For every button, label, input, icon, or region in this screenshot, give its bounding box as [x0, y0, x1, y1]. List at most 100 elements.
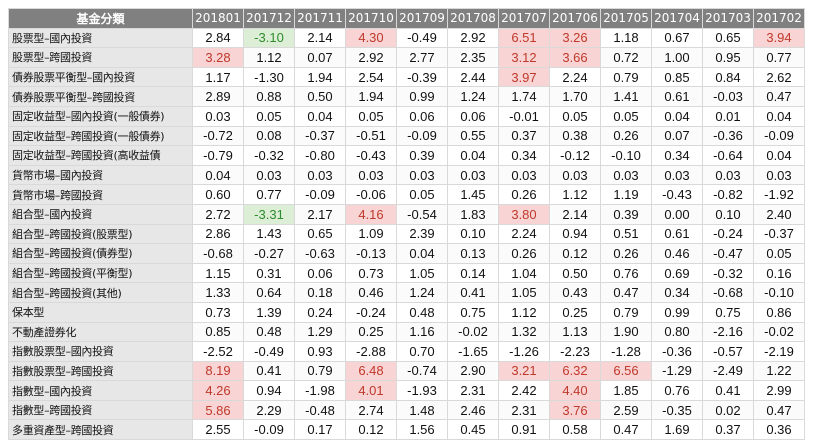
value-cell: 0.48: [396, 301, 448, 323]
table-row: 貨幣市場–國內投資 0.04 0.03 0.03 0.03 0.03 0.03 0.03 0.0…: [8, 164, 805, 186]
header-period-201801: 201801: [192, 8, 244, 29]
header-period-201705: 201705: [600, 8, 652, 29]
value-cell: 0.84: [702, 66, 754, 88]
value-cell: -0.35: [651, 399, 703, 421]
value-cell: -1.29: [651, 360, 703, 382]
value-cell: -0.27: [243, 243, 295, 264]
value-cell: 0.41: [702, 380, 754, 401]
value-cell: -0.47: [702, 243, 754, 264]
value-cell: 1.04: [498, 262, 550, 284]
value-cell: -0.49: [243, 341, 295, 362]
row-category: 貨幣市場–跨國投資: [8, 184, 193, 205]
value-cell: 0.94: [549, 223, 601, 245]
row-category: 固定收益型–國內投資(一般債券): [8, 105, 193, 127]
value-cell: 0.41: [447, 282, 499, 303]
value-cell: -0.68: [192, 243, 244, 264]
value-cell: 1.17: [192, 66, 244, 88]
table-row: 股票型–跨國投資 3.28 1.12 0.07 2.92 2.77 2.35 3.12 3.66…: [8, 47, 805, 68]
row-category: 組合型–跨國投資(股票型): [8, 223, 193, 245]
table-row: 組合型–國內投資 2.72 -3.31 2.17 4.16 -0.54 1.83 3.80 2.…: [8, 203, 805, 225]
value-cell: 4.16: [345, 203, 397, 225]
value-cell: -2.23: [549, 341, 601, 362]
value-cell: -2.16: [702, 321, 754, 343]
table-body: 股票型–國內投資 2.84 -3.10 2.14 4.30 -0.49 2.92 6.51 3.…: [8, 27, 805, 440]
value-cell: 2.74: [345, 399, 397, 421]
value-cell: 2.59: [600, 399, 652, 421]
value-cell: 1.16: [396, 321, 448, 343]
value-cell: 0.26: [600, 125, 652, 147]
value-cell: 0.01: [702, 105, 754, 127]
row-category: 固定收益型–跨國投資(一般債券): [8, 125, 193, 147]
value-cell: 1.12: [243, 47, 295, 68]
value-cell: -1.98: [294, 380, 346, 401]
value-cell: 0.25: [345, 321, 397, 343]
value-cell: -0.63: [294, 243, 346, 264]
value-cell: 0.61: [651, 223, 703, 245]
value-cell: 1.85: [600, 380, 652, 401]
header-period-201703: 201703: [702, 8, 754, 29]
value-cell: -2.88: [345, 341, 397, 362]
value-cell: -0.03: [702, 86, 754, 107]
value-cell: 1.24: [447, 86, 499, 107]
value-cell: 0.47: [600, 282, 652, 303]
table-row: 固定收益型–跨國投資(高收益債 -0.79 -0.32 -0.80 -0.43 0.39 0…: [8, 145, 805, 166]
row-category: 多重資產型–跨國投資: [8, 419, 193, 440]
value-cell: 0.06: [396, 105, 448, 127]
value-cell: -0.24: [345, 301, 397, 323]
value-cell: 0.55: [447, 125, 499, 147]
value-cell: 0.07: [294, 47, 346, 68]
row-category: 不動產證券化: [8, 321, 193, 343]
value-cell: -0.13: [345, 243, 397, 264]
value-cell: 0.61: [651, 86, 703, 107]
row-category: 組合型–跨國投資(其他): [8, 282, 193, 303]
table-row: 多重資產型–跨國投資 2.55 -0.09 0.17 0.12 1.56 0.45 0.91 0…: [8, 419, 805, 440]
value-cell: 0.04: [396, 243, 448, 264]
value-cell: 0.03: [549, 164, 601, 186]
value-cell: -0.57: [702, 341, 754, 362]
row-category: 固定收益型–跨國投資(高收益債: [8, 145, 193, 166]
value-cell: 1.29: [294, 321, 346, 343]
value-cell: 0.80: [651, 321, 703, 343]
value-cell: 0.24: [294, 301, 346, 323]
value-cell: 2.46: [447, 399, 499, 421]
value-cell: 2.86: [192, 223, 244, 245]
value-cell: 0.10: [702, 203, 754, 225]
header-period-201702: 201702: [753, 8, 805, 29]
header-period-201712: 201712: [243, 8, 295, 29]
value-cell: 0.04: [447, 145, 499, 166]
row-category: 指數型–跨國投資: [8, 399, 193, 421]
value-cell: 0.06: [447, 105, 499, 127]
value-cell: -0.37: [294, 125, 346, 147]
value-cell: 0.47: [753, 86, 805, 107]
table-row: 組合型–跨國投資(平衡型) 1.15 0.31 0.06 0.73 1.05 0.14 1.0…: [8, 262, 805, 284]
value-cell: 0.03: [753, 164, 805, 186]
value-cell: 2.24: [549, 66, 601, 88]
value-cell: 0.04: [753, 105, 805, 127]
value-cell: 2.99: [753, 380, 805, 401]
value-cell: 1.33: [192, 282, 244, 303]
value-cell: 0.03: [702, 164, 754, 186]
header-period-201708: 201708: [447, 8, 499, 29]
value-cell: 3.28: [192, 47, 244, 68]
value-cell: 0.88: [243, 86, 295, 107]
value-cell: 2.14: [294, 27, 346, 49]
value-cell: 0.85: [192, 321, 244, 343]
value-cell: 4.01: [345, 380, 397, 401]
value-cell: 6.48: [345, 360, 397, 382]
value-cell: 0.18: [294, 282, 346, 303]
value-cell: 0.75: [447, 301, 499, 323]
table-row: 固定收益型–國內投資(一般債券) 0.03 0.05 0.04 0.05 0.06 0.06…: [8, 105, 805, 127]
row-category: 組合型–國內投資: [8, 203, 193, 225]
value-cell: 1.15: [192, 262, 244, 284]
value-cell: 0.03: [447, 164, 499, 186]
row-category: 指數股票型–跨國投資: [8, 360, 193, 382]
row-category: 指數股票型–國內投資: [8, 341, 193, 362]
value-cell: 1.18: [600, 27, 652, 49]
value-cell: 1.19: [600, 184, 652, 205]
row-category: 股票型–跨國投資: [8, 47, 193, 68]
value-cell: -0.36: [702, 125, 754, 147]
value-cell: -0.09: [753, 125, 805, 147]
value-cell: 3.21: [498, 360, 550, 382]
value-cell: 1.43: [243, 223, 295, 245]
value-cell: 0.39: [396, 145, 448, 166]
